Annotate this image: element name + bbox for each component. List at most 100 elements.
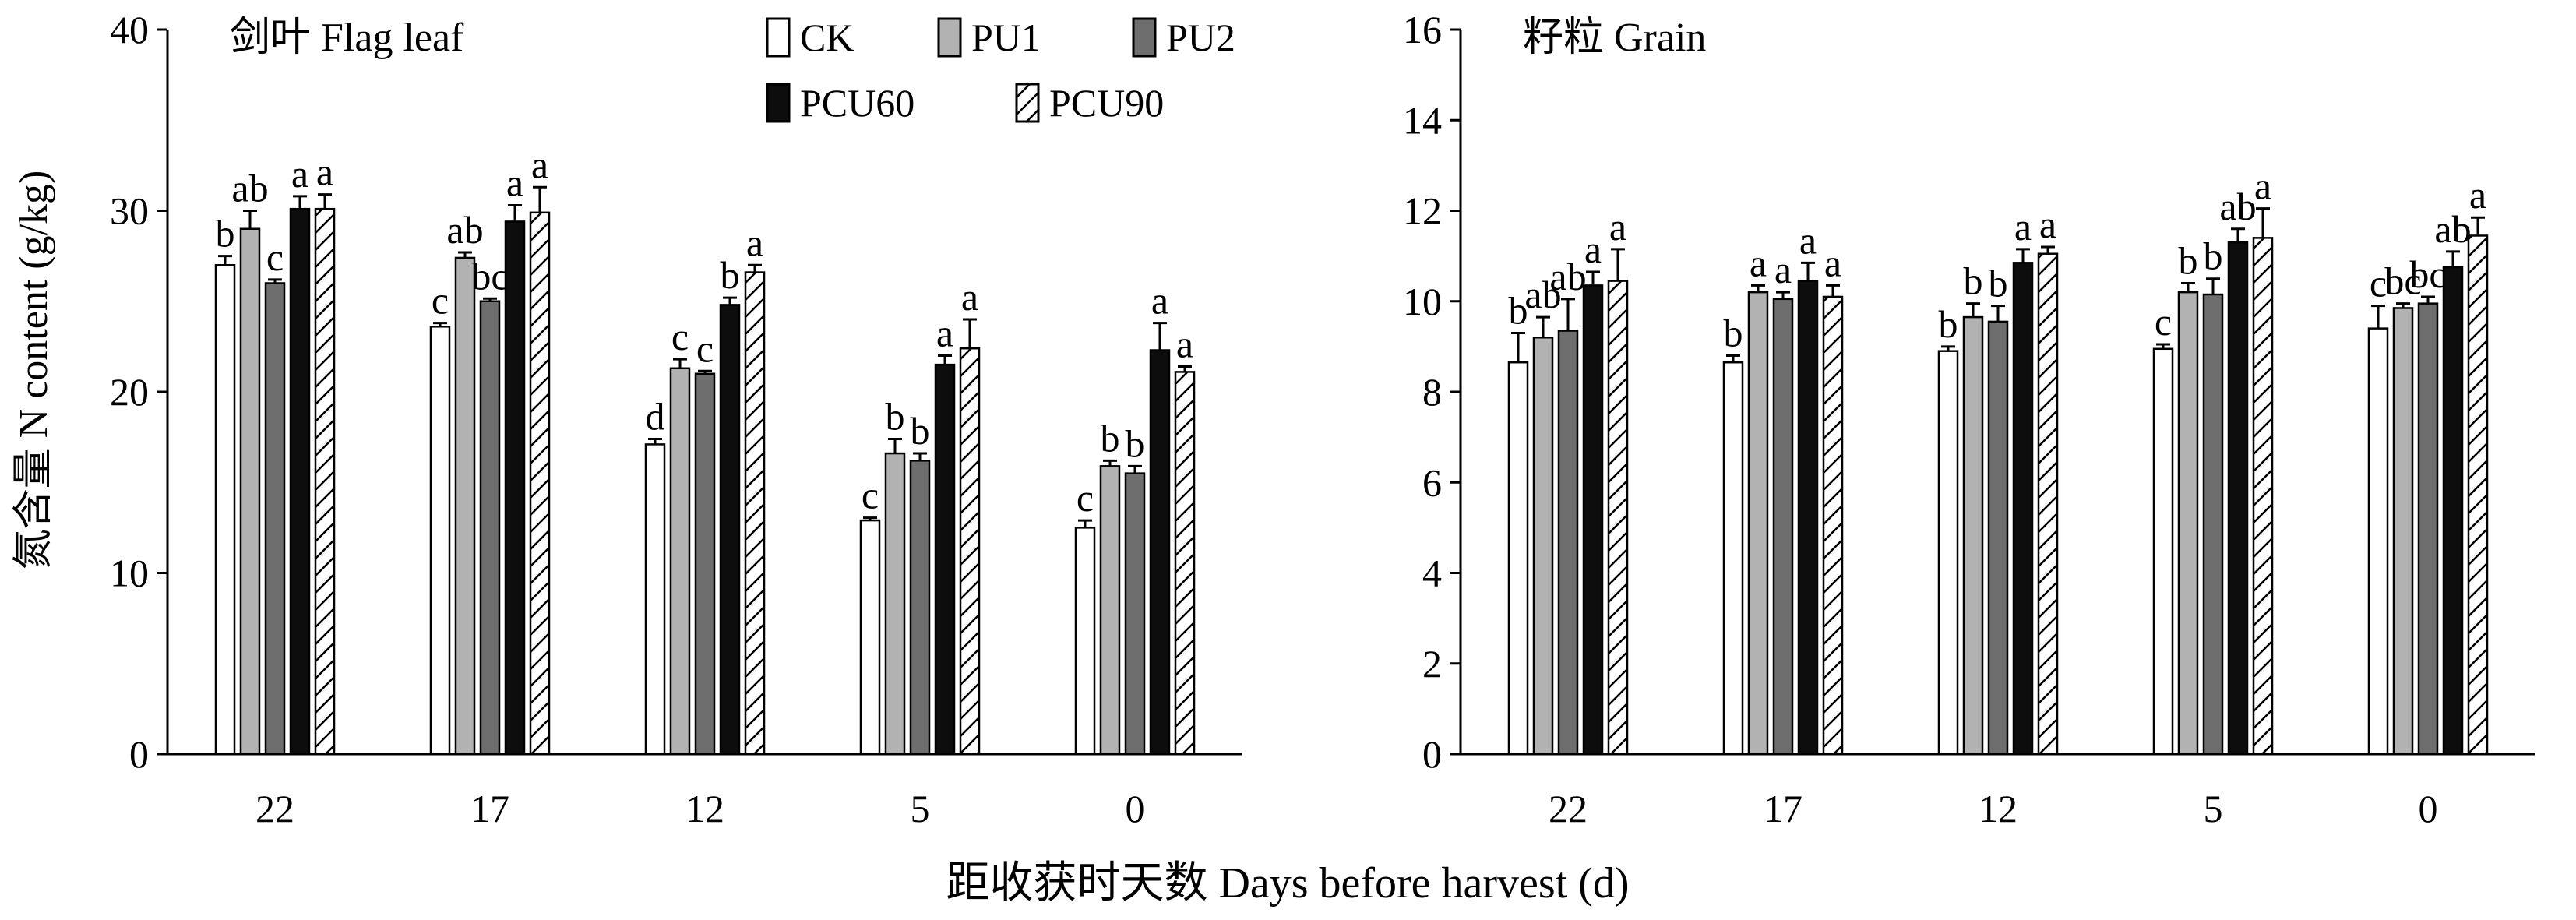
grain-bar-ck bbox=[1937, 350, 1959, 756]
flag-leaf-error-bar bbox=[863, 516, 877, 521]
flag-leaf-x-tick-label: 12 bbox=[685, 787, 724, 830]
flag-leaf-significance-label: a bbox=[1151, 279, 1168, 323]
grain-y-tick-label: 0 bbox=[1422, 732, 1442, 776]
flag-leaf-significance-label: c bbox=[862, 474, 879, 517]
flag-leaf-bar-pcu60 bbox=[1149, 349, 1171, 756]
grain-y-tick-label: 16 bbox=[1403, 8, 1442, 51]
flag-leaf-error-bar bbox=[1178, 365, 1192, 372]
flag-leaf-significance-label: a bbox=[746, 220, 763, 264]
flag-leaf-bar-ck bbox=[1074, 527, 1096, 756]
grain-bar-pcu90 bbox=[2467, 234, 2489, 756]
legend-swatch-pu2 bbox=[1132, 17, 1157, 58]
grain-x-tick-label: 17 bbox=[1764, 787, 1802, 830]
flag-leaf-bar-pcu60 bbox=[719, 304, 741, 756]
flag-leaf-bar-ck bbox=[429, 326, 451, 756]
flag-leaf-error-bar bbox=[723, 296, 737, 305]
grain-significance-label: c bbox=[2370, 262, 2387, 305]
grain-bar-pcu60 bbox=[2012, 262, 2034, 756]
grain-significance-label: a bbox=[2039, 203, 2056, 246]
grain-error-bar bbox=[2016, 248, 2030, 263]
flag-leaf-bar-ck bbox=[644, 443, 666, 756]
legend-label-pcu90: PCU90 bbox=[1049, 81, 1164, 125]
grain-significance-label: bc bbox=[2384, 259, 2421, 303]
legend-label-pu1: PU1 bbox=[971, 16, 1041, 59]
grain-x-tick-label: 22 bbox=[1549, 787, 1588, 830]
flag-leaf-error-bar bbox=[1078, 519, 1092, 528]
grain-bar-pcu90 bbox=[1607, 280, 1629, 756]
grain-bar-pcu60 bbox=[2442, 266, 2464, 756]
grain-bar-pu1 bbox=[2392, 307, 2414, 756]
legend-label-pu2: PU2 bbox=[1166, 16, 1235, 59]
grain-bar-pu1 bbox=[1962, 315, 1984, 756]
flag-leaf-error-bar bbox=[318, 193, 332, 210]
grain-panel-title: 籽粒 Grain bbox=[1523, 16, 1706, 60]
x-axis-label: 距收获时天数 Days before harvest (d) bbox=[946, 859, 1629, 908]
flag-leaf-significance-label: a bbox=[1176, 322, 1193, 365]
grain-significance-label: a bbox=[2469, 173, 2486, 217]
flag-leaf-significance-label: b bbox=[216, 212, 235, 256]
flag-leaf-significance-label: a bbox=[531, 143, 548, 186]
legend-swatch-pu1 bbox=[937, 17, 962, 58]
flag-leaf-error-bar bbox=[293, 195, 307, 210]
grain-error-bar bbox=[1801, 261, 1815, 281]
grain-error-bar bbox=[2396, 302, 2410, 308]
grain-error-bar bbox=[2231, 227, 2245, 243]
grain-bar-pu2 bbox=[1772, 298, 1794, 756]
flag-leaf-error-bar bbox=[963, 318, 977, 349]
flag-leaf-x-tick-label: 17 bbox=[470, 787, 509, 830]
flag-leaf-x-tick-label: 5 bbox=[911, 787, 930, 830]
flag-leaf-y-tick-label: 40 bbox=[110, 8, 149, 51]
flag-leaf-significance-label: a bbox=[936, 312, 953, 355]
grain-significance-label: b bbox=[2179, 239, 2198, 283]
flag-leaf-error-bar bbox=[913, 452, 927, 461]
grain-error-bar bbox=[1726, 354, 1740, 363]
legend-label-ck: CK bbox=[800, 16, 854, 59]
grain-bar-pu2 bbox=[2417, 302, 2439, 756]
legend-swatch-ck bbox=[766, 17, 791, 58]
flag-leaf-bar-pu1 bbox=[884, 452, 906, 756]
flag-leaf-bar-pcu60 bbox=[289, 207, 311, 756]
flag-leaf-significance-label: a bbox=[291, 152, 308, 196]
flag-leaf-error-bar bbox=[458, 251, 472, 258]
flag-leaf-error-bar bbox=[1153, 322, 1167, 351]
grain-error-bar bbox=[2256, 207, 2270, 238]
grain-error-bar bbox=[1991, 305, 2005, 322]
flag-leaf-bar-ck bbox=[214, 264, 236, 756]
grain-significance-label: a bbox=[1609, 205, 1626, 249]
grain-significance-label: a bbox=[1799, 218, 1817, 262]
grain-y-tick-label: 14 bbox=[1403, 98, 1442, 142]
grain-significance-label: a bbox=[1824, 241, 1841, 284]
flag-leaf-bar-pcu90 bbox=[529, 211, 551, 756]
grain-error-bar bbox=[1536, 315, 1550, 338]
grain-bar-ck bbox=[1507, 361, 1529, 756]
flag-leaf-bar-pcu90 bbox=[314, 207, 336, 756]
grain-error-bar bbox=[1611, 248, 1625, 281]
flag-leaf-bar-pu1 bbox=[454, 256, 476, 756]
grain-significance-label: ab bbox=[1524, 273, 1561, 316]
grain-y-tick-label: 8 bbox=[1422, 370, 1442, 414]
grain-bar-pcu90 bbox=[1822, 295, 1844, 756]
flag-leaf-significance-label: c bbox=[266, 235, 284, 279]
grain-bar-pcu60 bbox=[1797, 280, 1819, 756]
grain-error-bar bbox=[2156, 343, 2170, 349]
flag-leaf-error-bar bbox=[938, 354, 952, 365]
grain-error-bar bbox=[1966, 302, 1980, 318]
flag-leaf-significance-label: c bbox=[1077, 476, 1094, 520]
flag-leaf-error-bar bbox=[243, 210, 257, 229]
flag-leaf-error-bar bbox=[1103, 459, 1117, 467]
flag-leaf-bar-pu2 bbox=[909, 460, 931, 756]
grain-significance-label: b bbox=[1989, 262, 2008, 305]
grain-error-bar bbox=[1561, 298, 1575, 331]
grain-error-bar bbox=[2446, 250, 2460, 268]
grain-significance-label: ab bbox=[2434, 207, 2471, 251]
grain-significance-label: b bbox=[1939, 302, 1958, 346]
grain-significance-label: a bbox=[2014, 205, 2032, 249]
grain-significance-label: b bbox=[1964, 259, 1983, 303]
grain-error-bar bbox=[1941, 345, 1955, 351]
flag-leaf-y-tick-label: 30 bbox=[110, 189, 149, 233]
flag-leaf-error-bar bbox=[748, 263, 762, 273]
grain-y-tick-label: 6 bbox=[1422, 460, 1442, 504]
